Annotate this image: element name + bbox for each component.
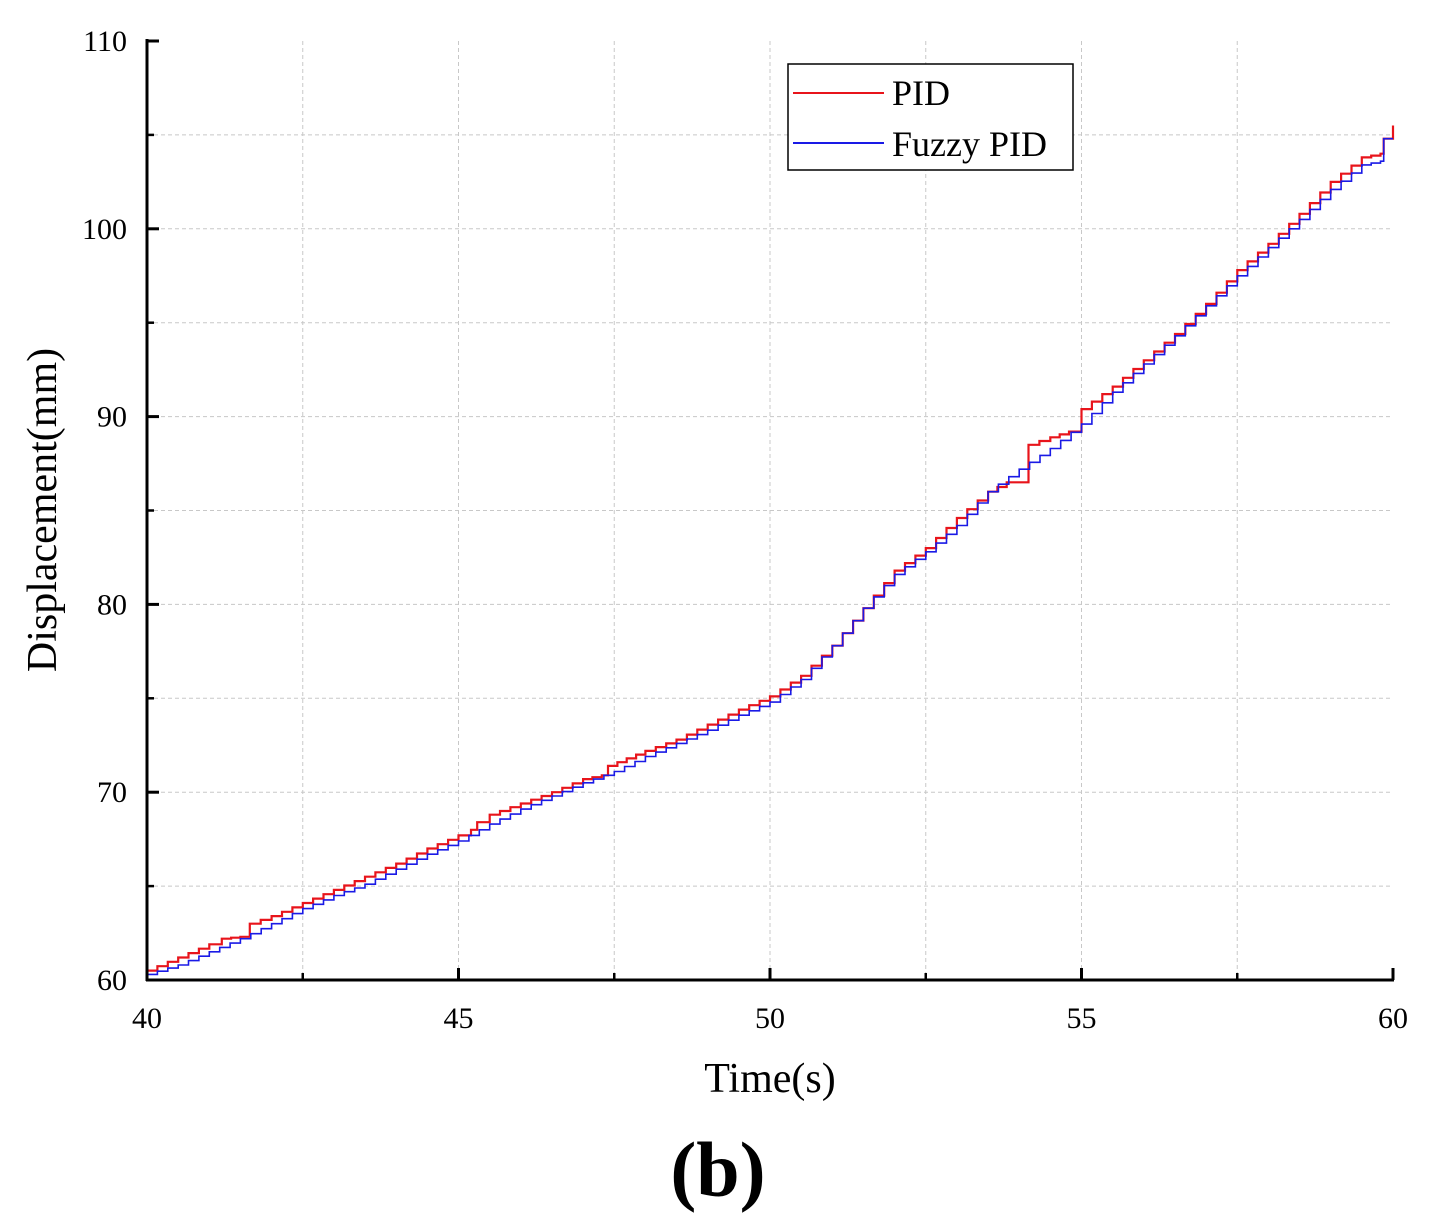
x-tick-label: 50 xyxy=(755,1002,785,1035)
legend-label-fuzzy-pid: Fuzzy PID xyxy=(892,124,1047,164)
grid-lines xyxy=(147,41,1393,980)
y-tick-label: 110 xyxy=(83,25,127,58)
x-tick-label: 60 xyxy=(1378,1002,1408,1035)
x-axis-title: Time(s) xyxy=(704,1056,835,1102)
y-tick-label: 100 xyxy=(82,213,127,246)
legend: PID Fuzzy PID xyxy=(787,63,1074,171)
panel-label: (b) xyxy=(670,1126,765,1213)
series-line-fuzzy-pid xyxy=(147,137,1393,976)
y-tick-label: 90 xyxy=(97,401,127,434)
legend-label-pid: PID xyxy=(892,73,950,113)
x-tick-label: 45 xyxy=(444,1002,474,1035)
y-tick-label: 60 xyxy=(97,964,127,997)
y-tick-label: 80 xyxy=(97,588,127,621)
legend-box xyxy=(787,63,1074,171)
series-lines xyxy=(147,125,1395,976)
y-axis-title: Displacement(mm) xyxy=(20,348,66,672)
y-tick-label: 70 xyxy=(97,776,127,809)
tick-marks: 40 45 50 55 60 60 70 80 90 100 110 xyxy=(82,25,1408,1035)
x-tick-label: 55 xyxy=(1067,1002,1097,1035)
x-tick-label: 40 xyxy=(132,1002,162,1035)
